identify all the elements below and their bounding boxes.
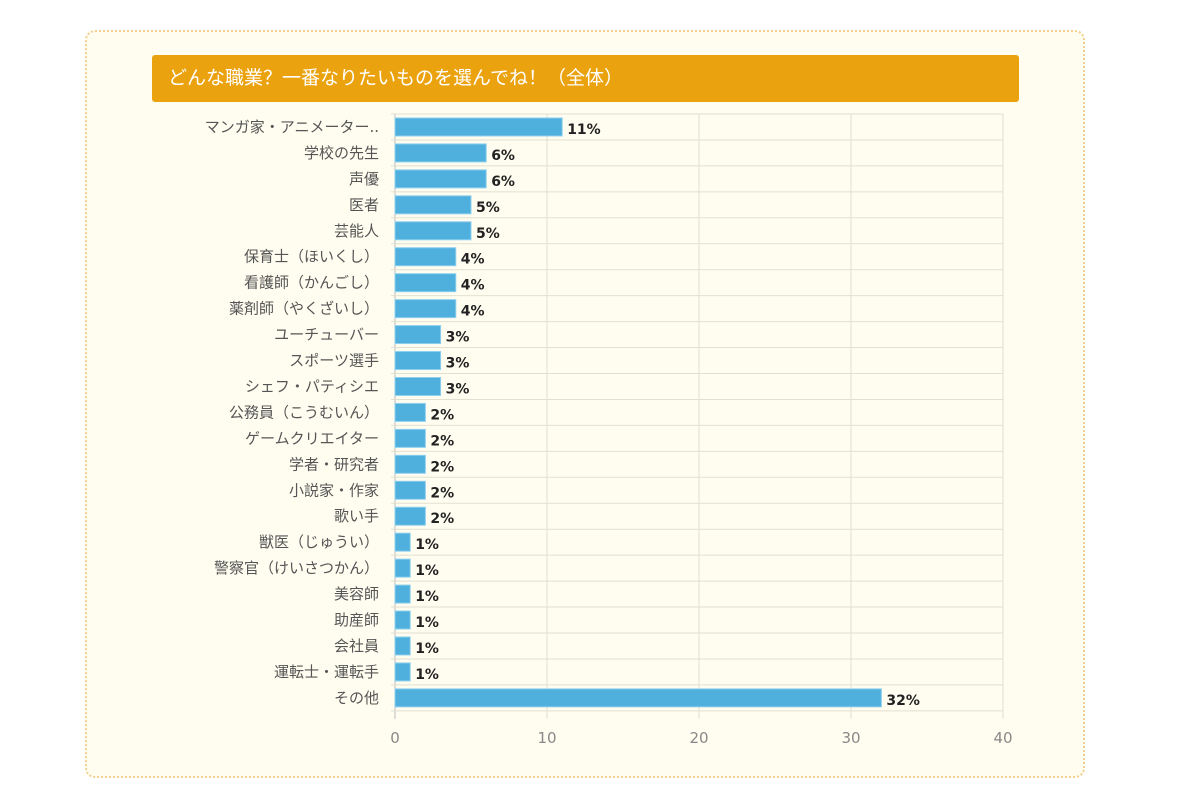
value-label: 6% [491, 148, 515, 164]
value-label: 1% [415, 615, 439, 631]
value-label: 3% [446, 330, 470, 346]
bar [394, 325, 442, 345]
bar [394, 428, 426, 448]
bar [394, 636, 411, 656]
value-label: 11% [567, 122, 601, 138]
value-label: 5% [476, 226, 500, 242]
value-label: 3% [446, 381, 470, 397]
bar [394, 376, 442, 396]
x-tick-label: 40 [993, 729, 1012, 747]
bar [394, 584, 411, 604]
category-label: 歌い手 [334, 507, 379, 525]
value-label: 32% [886, 693, 920, 709]
bar [394, 532, 411, 552]
category-label: 学者・研究者 [289, 455, 379, 473]
category-label: 助産師 [334, 611, 379, 629]
category-label: 学校の先生 [304, 144, 379, 162]
category-label: 声優 [349, 170, 379, 188]
category-label: 美容師 [334, 585, 379, 603]
bar [394, 299, 457, 319]
value-label: 1% [415, 537, 439, 553]
bar [394, 558, 411, 578]
x-tick-label: 30 [841, 729, 860, 747]
category-label: 薬剤師（やくざいし） [229, 300, 379, 318]
category-label: 獣医（じゅうい） [259, 533, 379, 551]
value-label: 6% [491, 174, 515, 190]
value-label: 4% [461, 278, 485, 294]
value-label: 1% [415, 589, 439, 605]
bar [394, 143, 487, 163]
bar [394, 454, 426, 474]
bar [394, 610, 411, 630]
category-label: 公務員（こうむいん） [229, 403, 379, 421]
category-label: 医者 [349, 196, 379, 214]
category-label: シェフ・パティシエ [245, 377, 379, 395]
value-label: 1% [415, 641, 439, 657]
category-label: 看護師（かんごし） [244, 274, 379, 292]
bar [394, 117, 563, 137]
bar [394, 221, 472, 241]
value-label: 1% [415, 667, 439, 683]
category-label: ゲームクリエイター [245, 429, 379, 447]
bar [394, 247, 457, 267]
value-label: 5% [476, 200, 500, 216]
category-label: マンガ家・アニメーター.. [205, 118, 379, 136]
bar [394, 480, 426, 500]
bar [394, 195, 472, 215]
category-label: 会社員 [334, 637, 379, 655]
bar [394, 273, 457, 293]
category-label: 保育士（ほいくし） [244, 248, 379, 266]
value-label: 2% [430, 485, 454, 501]
bar [394, 662, 411, 682]
bar [394, 402, 426, 422]
bar [394, 169, 487, 189]
value-label: 2% [430, 407, 454, 423]
bar [394, 506, 426, 526]
category-label: 警察官（けいさつかん） [214, 559, 379, 577]
value-label: 2% [430, 433, 454, 449]
category-label: スポーツ選手 [289, 352, 379, 370]
chart-title: どんな職業？一番なりたいものを選んでね！（全体） [152, 55, 1019, 102]
value-label: 1% [415, 563, 439, 579]
category-label: 芸能人 [334, 222, 379, 240]
x-tick-label: 20 [689, 729, 708, 747]
bar [394, 351, 442, 371]
value-label: 2% [430, 459, 454, 475]
x-tick-label: 0 [390, 729, 400, 747]
category-label: 運転士・運転手 [274, 663, 379, 681]
value-label: 4% [461, 304, 485, 320]
bar [394, 688, 882, 708]
x-tick-label: 10 [537, 729, 556, 747]
category-label: その他 [334, 689, 379, 707]
category-label: 小説家・作家 [289, 481, 379, 499]
category-label: ユーチューバー [274, 326, 379, 344]
value-label: 2% [430, 511, 454, 527]
value-label: 4% [461, 252, 485, 268]
value-label: 3% [446, 356, 470, 372]
